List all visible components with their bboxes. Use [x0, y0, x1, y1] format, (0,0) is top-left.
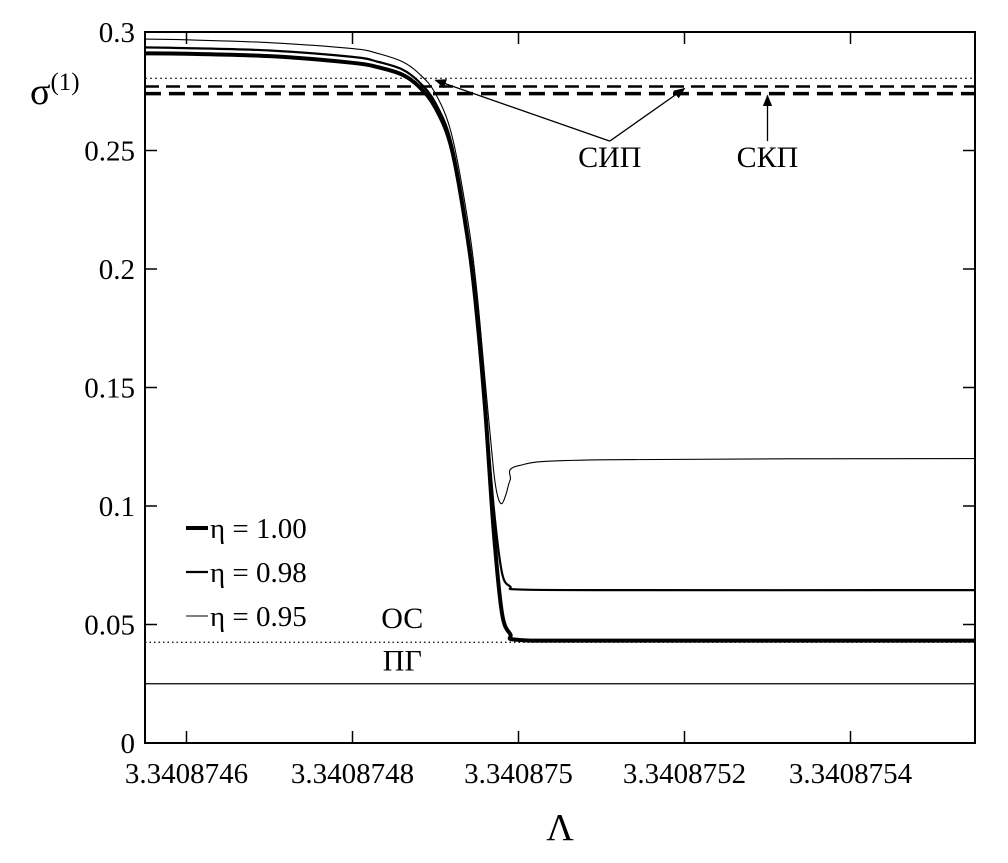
annotation-3: ПГ: [383, 645, 422, 678]
annotation-0-arrow-0: [434, 79, 611, 142]
x-axis-label: Λ: [546, 807, 574, 849]
series-line-1: [144, 46, 976, 592]
y-tick-label-1: 0.05: [84, 610, 135, 642]
annotations: СИП СКП ОС ПГ: [381, 79, 799, 678]
y-tick-label-0: 0: [121, 728, 136, 760]
y-tick-label-3: 0.15: [84, 373, 135, 405]
legend-label-2: η = 0.95: [210, 601, 307, 633]
axis-ticks: 3.3408746 3.3408748 3.340875 3.3408752 3.340…: [84, 17, 975, 790]
y-tick-label-4: 0.2: [99, 254, 135, 286]
legend-label-1: η = 0.98: [210, 557, 307, 589]
y-tick-label-2: 0.1: [99, 491, 135, 523]
y-axis-label-base: σ: [30, 71, 50, 113]
x-tick-label-4: 3.3408754: [789, 758, 913, 790]
y-tick-label-6: 0.3: [99, 17, 135, 49]
y-axis-label: σ(1): [30, 69, 80, 113]
series-lines: [144, 38, 976, 643]
y-axis-label-superscript: (1): [50, 69, 79, 96]
annotation-0-arrow-1: [609, 87, 686, 142]
series-line-2: [144, 38, 976, 505]
legend-label-0: η = 1.00: [210, 513, 307, 545]
x-tick-label-2: 3.340875: [464, 758, 573, 790]
series-line-0: [144, 51, 976, 643]
reference-lines: [145, 77, 975, 685]
annotation-2: ОС: [381, 602, 423, 635]
legend: η = 1.00 η = 0.98 η = 0.95: [186, 513, 307, 633]
annotation-0: СИП: [578, 141, 641, 174]
annotation-1: СКП: [737, 141, 799, 174]
x-tick-label-3: 3.3408752: [623, 758, 746, 790]
x-tick-label-1: 3.3408748: [291, 758, 414, 790]
y-tick-label-5: 0.25: [84, 136, 135, 168]
plot-frame: [144, 31, 976, 744]
x-tick-label-0: 3.3408746: [125, 758, 248, 790]
